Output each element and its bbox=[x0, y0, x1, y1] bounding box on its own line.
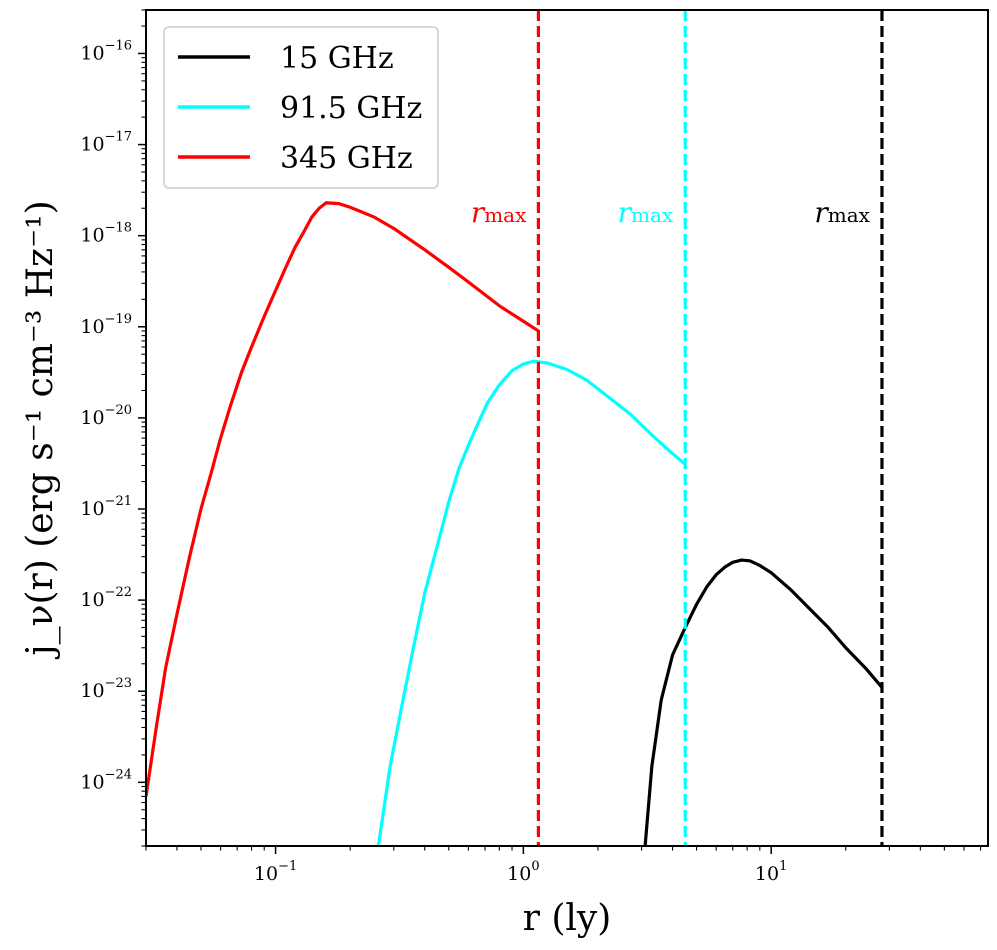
y-tick-label: 10−21 bbox=[80, 494, 132, 520]
legend-label: 91.5 GHz bbox=[280, 91, 422, 126]
y-tick-label: 10−24 bbox=[80, 767, 132, 793]
x-tick-label: 101 bbox=[755, 859, 787, 885]
y-tick-label: 10−22 bbox=[80, 585, 132, 611]
x-tick-label: 100 bbox=[507, 859, 539, 885]
series-line-2 bbox=[146, 201, 540, 797]
lines-layer bbox=[146, 201, 884, 846]
y-tick-label: 10−23 bbox=[80, 676, 132, 702]
x-axis-title: r (ly) bbox=[523, 898, 612, 939]
rmax-lines-layer bbox=[536, 10, 884, 846]
y-tick-label: 10−19 bbox=[80, 312, 132, 338]
rmax-label: rmax bbox=[814, 196, 870, 229]
plot-frame bbox=[145, 9, 989, 847]
y-tick-label: 10−16 bbox=[80, 38, 132, 64]
legend: 15 GHz 91.5 GHz 345 GHz bbox=[163, 26, 439, 189]
legend-box bbox=[163, 26, 439, 189]
series-line-1 bbox=[376, 359, 687, 846]
rmax-annotations: rmax rmax rmax bbox=[471, 196, 871, 229]
rmax-label: rmax bbox=[471, 196, 527, 229]
ticks-layer: 10−1 100 101 10−24 10−23 10−22 10−21 10−20 10−19… bbox=[80, 9, 982, 885]
x-tick-label: 10−1 bbox=[254, 859, 297, 885]
legend-label: 345 GHz bbox=[280, 141, 413, 176]
y-tick-label: 10−18 bbox=[80, 221, 132, 247]
legend-label: 15 GHz bbox=[280, 41, 394, 76]
y-axis-title: j_ν(r) (erg s⁻¹ cm⁻³ Hz⁻¹) bbox=[20, 200, 61, 659]
rmax-label: rmax bbox=[618, 196, 674, 229]
series-line-0 bbox=[643, 558, 884, 846]
y-tick-label: 10−20 bbox=[80, 403, 132, 429]
y-tick-label: 10−17 bbox=[80, 130, 132, 156]
